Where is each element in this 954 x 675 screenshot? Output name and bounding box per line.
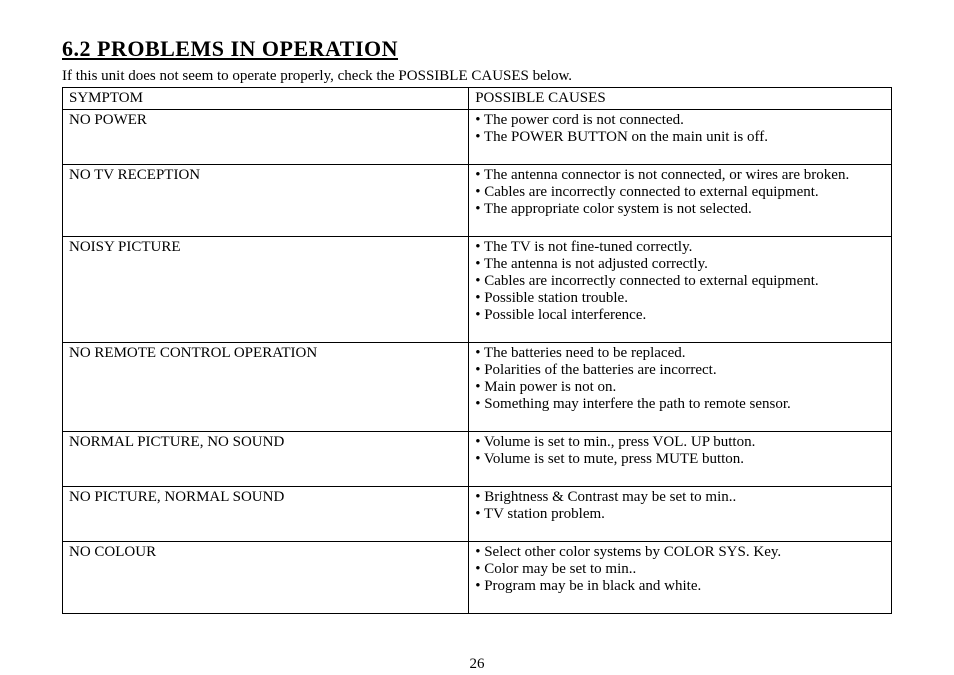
symptom-cell: NO PICTURE, NORMAL SOUND [63, 487, 469, 542]
causes-cell: • Volume is set to min., press VOL. UP b… [469, 432, 892, 487]
causes-cell: • The antenna connector is not connected… [469, 165, 892, 237]
cause-item: • TV station problem. [475, 506, 885, 523]
cause-item: • Volume is set to mute, press MUTE butt… [475, 451, 885, 468]
symptom-cell: NO POWER [63, 110, 469, 165]
cause-item: • The batteries need to be replaced. [475, 345, 885, 362]
symptom-cell: NO REMOTE CONTROL OPERATION [63, 343, 469, 432]
symptom-cell: NO COLOUR [63, 542, 469, 614]
symptom-cell: NORMAL PICTURE, NO SOUND [63, 432, 469, 487]
table-row: NORMAL PICTURE, NO SOUND • Volume is set… [63, 432, 892, 487]
symptom-text: NOISY PICTURE [69, 239, 462, 256]
table-row: NO PICTURE, NORMAL SOUND • Brightness & … [63, 487, 892, 542]
col-symptom-header: SYMPTOM [63, 88, 469, 110]
cause-item: • Cables are incorrectly connected to ex… [475, 184, 885, 201]
causes-cell: • The power cord is not connected. • The… [469, 110, 892, 165]
cause-item: • The POWER BUTTON on the main unit is o… [475, 129, 885, 146]
causes-cell: • Select other color systems by COLOR SY… [469, 542, 892, 614]
cause-item: • Select other color systems by COLOR SY… [475, 544, 885, 561]
cause-item: • Cables are incorrectly connected to ex… [475, 273, 885, 290]
cause-item: • The antenna connector is not connected… [475, 167, 885, 184]
cause-item: • Main power is not on. [475, 379, 885, 396]
cause-item: • The antenna is not adjusted correctly. [475, 256, 885, 273]
troubleshooting-table: SYMPTOM POSSIBLE CAUSES NO POWER • The p… [62, 87, 892, 614]
section-heading: 6.2 PROBLEMS IN OPERATION [62, 36, 892, 62]
symptom-text: NO TV RECEPTION [69, 167, 462, 184]
intro-text: If this unit does not seem to operate pr… [62, 68, 892, 85]
cause-item: • Something may interfere the path to re… [475, 396, 885, 413]
table-row: NO COLOUR • Select other color systems b… [63, 542, 892, 614]
cause-item: • The TV is not fine-tuned correctly. [475, 239, 885, 256]
symptom-text: NO PICTURE, NORMAL SOUND [69, 489, 462, 506]
table-row: NO TV RECEPTION • The antenna connector … [63, 165, 892, 237]
symptom-cell: NOISY PICTURE [63, 237, 469, 343]
symptom-text: NO COLOUR [69, 544, 462, 561]
cause-item: • Possible station trouble. [475, 290, 885, 307]
cause-item: • Program may be in black and white. [475, 578, 885, 595]
cause-item: • Volume is set to min., press VOL. UP b… [475, 434, 885, 451]
symptom-text: NORMAL PICTURE, NO SOUND [69, 434, 462, 451]
cause-item: • Brightness & Contrast may be set to mi… [475, 489, 885, 506]
causes-cell: • Brightness & Contrast may be set to mi… [469, 487, 892, 542]
causes-cell: • The TV is not fine-tuned correctly. • … [469, 237, 892, 343]
page-number: 26 [62, 656, 892, 673]
causes-cell: • The batteries need to be replaced. • P… [469, 343, 892, 432]
cause-item: • Color may be set to min.. [475, 561, 885, 578]
table-row: NO REMOTE CONTROL OPERATION • The batter… [63, 343, 892, 432]
page: 6.2 PROBLEMS IN OPERATION If this unit d… [0, 0, 954, 673]
cause-item: • Possible local interference. [475, 307, 885, 324]
table-header-row: SYMPTOM POSSIBLE CAUSES [63, 88, 892, 110]
col-causes-header: POSSIBLE CAUSES [469, 88, 892, 110]
table-row: NOISY PICTURE • The TV is not fine-tuned… [63, 237, 892, 343]
cause-item: • The power cord is not connected. [475, 112, 885, 129]
cause-item: • The appropriate color system is not se… [475, 201, 885, 218]
symptom-cell: NO TV RECEPTION [63, 165, 469, 237]
table-row: NO POWER • The power cord is not connect… [63, 110, 892, 165]
symptom-text: NO REMOTE CONTROL OPERATION [69, 345, 462, 362]
symptom-text: NO POWER [69, 112, 462, 129]
cause-item: • Polarities of the batteries are incorr… [475, 362, 885, 379]
